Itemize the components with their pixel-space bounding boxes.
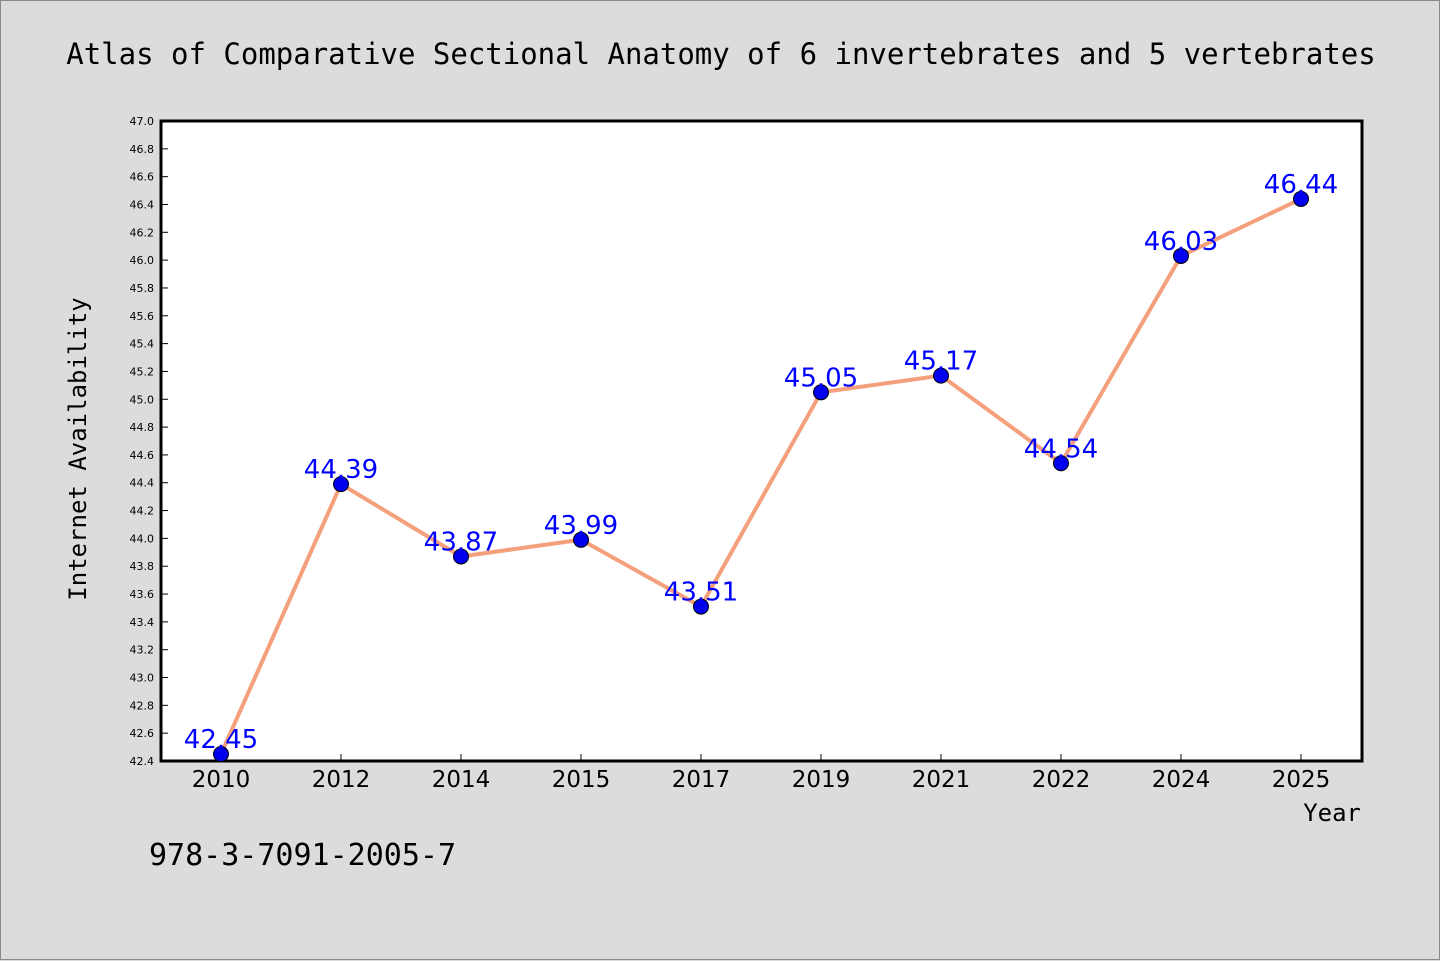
data-point-marker xyxy=(573,531,589,548)
data-label: 43.99 xyxy=(544,511,618,541)
y-tick-label: 44.6 xyxy=(130,449,155,462)
x-axis: 2010 2012 2014 2015 2017 2019 2021 2022 2024 2025 xyxy=(192,754,1331,793)
y-tick-label: 46.8 xyxy=(130,143,155,156)
y-axis: 42.4 42.6 42.8 43.0 43.2 43.4 43.6 43.8 44.0 44.2… xyxy=(130,115,168,768)
data-label: 45.17 xyxy=(904,347,978,377)
series-layer: 42.45 44.39 43.87 43.99 43.51 45.05 45.17 44.54… xyxy=(184,170,1338,763)
series-line xyxy=(219,197,1302,755)
x-tick-label: 2024 xyxy=(1152,767,1211,793)
x-tick-label: 2010 xyxy=(192,767,251,793)
y-tick-label: 45.0 xyxy=(130,393,155,406)
y-tick-label: 46.0 xyxy=(130,254,155,267)
x-tick-label: 2022 xyxy=(1032,767,1091,793)
y-tick-label: 46.6 xyxy=(130,171,155,184)
data-point-marker xyxy=(213,746,229,763)
data-point-marker xyxy=(933,367,949,384)
y-tick-label: 42.8 xyxy=(130,699,155,712)
y-tick-label: 43.2 xyxy=(130,644,155,657)
y-tick-label: 43.6 xyxy=(130,588,155,601)
data-label: 44.54 xyxy=(1024,434,1098,464)
x-axis-label: Year xyxy=(1303,799,1361,827)
y-tick-label: 44.0 xyxy=(130,532,155,545)
data-label: 43.51 xyxy=(664,578,738,608)
isbn-text: 978-3-7091-2005-7 xyxy=(149,838,456,873)
data-label: 42.45 xyxy=(184,725,258,755)
y-tick-label: 43.8 xyxy=(130,560,155,573)
x-tick-label: 2019 xyxy=(792,767,851,793)
x-tick-label: 2014 xyxy=(432,767,491,793)
y-tick-label: 45.4 xyxy=(130,338,155,351)
data-point-marker xyxy=(813,384,829,401)
y-tick-label: 47.0 xyxy=(130,115,155,128)
x-tick-label: 2021 xyxy=(912,767,971,793)
data-label: 44.39 xyxy=(304,455,378,485)
y-tick-label: 44.4 xyxy=(130,477,155,490)
data-point-marker xyxy=(693,598,709,615)
y-tick-label: 42.4 xyxy=(130,755,155,768)
x-tick-label: 2017 xyxy=(672,767,731,793)
data-point-marker xyxy=(453,548,469,565)
data-point-marker xyxy=(1053,455,1069,472)
y-tick-label: 43.4 xyxy=(130,616,155,629)
y-tick-label: 46.2 xyxy=(130,226,155,239)
y-tick-label: 46.4 xyxy=(130,198,155,211)
x-tick-label: 2012 xyxy=(312,767,371,793)
data-label: 45.05 xyxy=(784,363,858,393)
y-tick-label: 43.0 xyxy=(130,672,155,685)
data-label: 46.03 xyxy=(1144,227,1218,257)
y-tick-label: 45.2 xyxy=(130,365,155,378)
y-tick-label: 42.6 xyxy=(130,727,155,740)
y-tick-label: 44.8 xyxy=(130,421,155,434)
y-axis-label: Internet Availability xyxy=(64,297,92,600)
y-tick-label: 45.6 xyxy=(130,310,155,323)
y-tick-label: 44.2 xyxy=(130,505,155,518)
plot-area xyxy=(159,119,1364,763)
y-tick-label: 45.8 xyxy=(130,282,155,295)
data-point-marker xyxy=(333,476,349,493)
data-point-marker xyxy=(1173,247,1189,264)
data-point-marker xyxy=(1293,190,1309,207)
chart-title: Atlas of Comparative Sectional Anatomy o… xyxy=(66,37,1375,71)
data-label: 46.44 xyxy=(1264,170,1338,200)
x-tick-label: 2025 xyxy=(1272,767,1331,793)
data-label: 43.87 xyxy=(424,527,498,557)
x-tick-label: 2015 xyxy=(552,767,611,793)
